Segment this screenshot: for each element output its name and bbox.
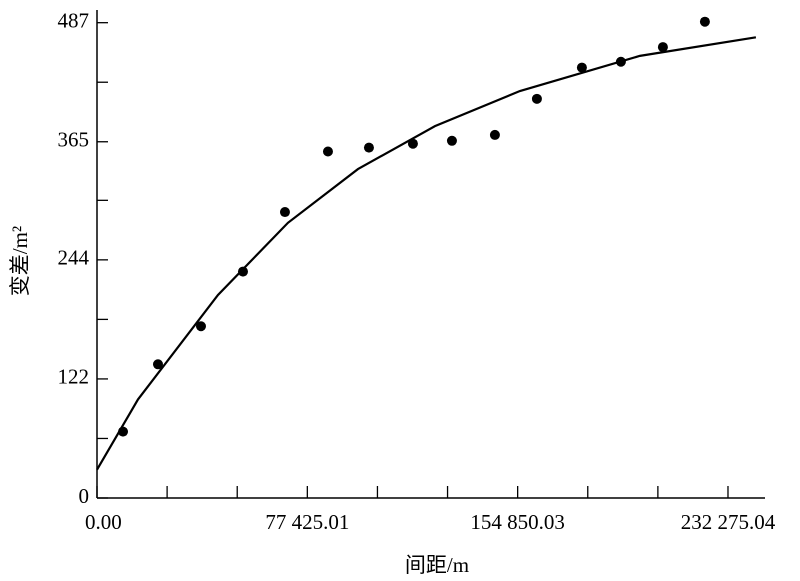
y-axis-label: 变差/m²	[8, 226, 32, 296]
data-point	[699, 16, 710, 27]
data-point	[363, 142, 374, 153]
data-point	[489, 129, 500, 140]
y-tick-label: 487	[58, 9, 90, 33]
y-tick-label: 122	[58, 365, 90, 389]
data-point	[279, 207, 290, 218]
data-point	[152, 359, 163, 370]
x-tick-label: 232 275.04	[681, 510, 776, 534]
data-point	[195, 321, 206, 332]
fit-line	[96, 36, 757, 471]
x-tick-label: 154 850.03	[470, 510, 565, 534]
data-point	[407, 138, 418, 149]
data-point	[576, 62, 587, 73]
y-tick-label: 244	[58, 246, 90, 270]
data-point	[531, 93, 542, 104]
data-point	[657, 42, 668, 53]
x-axis-label: 间距/m	[405, 553, 469, 577]
data-point	[446, 135, 457, 146]
data-point	[237, 266, 248, 277]
y-tick-label: 0	[79, 484, 90, 508]
data-point	[322, 146, 333, 157]
x-tick-label: 77 425.01	[265, 510, 349, 534]
x-tick-label: 0.00	[85, 510, 122, 534]
y-tick-label: 365	[58, 128, 90, 152]
